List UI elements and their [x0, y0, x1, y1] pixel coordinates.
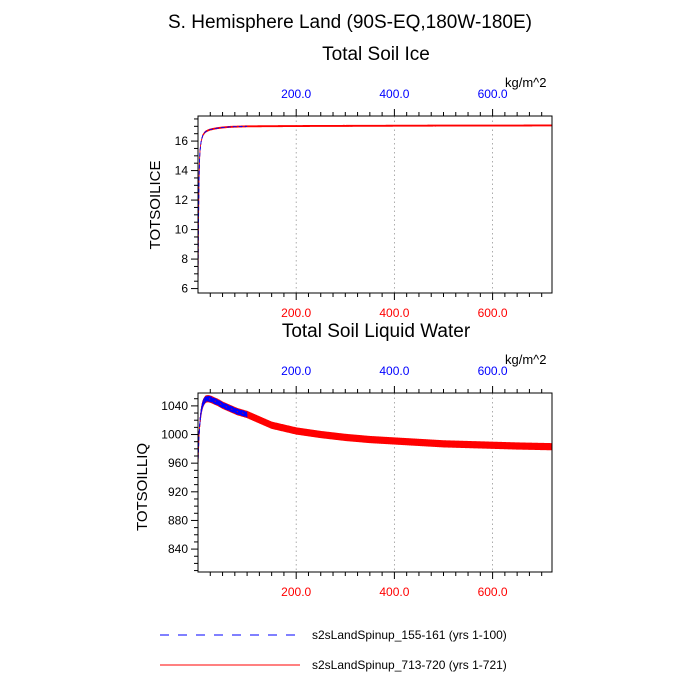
- y-tick-label: 960: [168, 456, 188, 470]
- series-blue-dashed: [198, 125, 248, 289]
- series-blue-dashed: [198, 395, 248, 465]
- x-top-tick-label: 600.0: [478, 87, 508, 101]
- y-tick-label: 1000: [161, 428, 188, 442]
- panel-soil-liquid-title: Total Soil Liquid Water: [282, 321, 471, 342]
- page-title: S. Hemisphere Land (90S-EQ,180W-180E): [168, 12, 532, 33]
- x-top-tick-label: 400.0: [379, 87, 409, 101]
- y-tick-label: 920: [168, 485, 188, 499]
- panel-soil-liquid-ylabel: TOTSOILLIQ: [134, 443, 151, 531]
- panel-soil-ice-units: kg/m^2: [505, 75, 547, 90]
- panel-soil-liquid-plot: 840 880 920 960 1000 1040 200.0 400.0 600.0 200.0…: [161, 364, 553, 599]
- y-tick-label: 14: [175, 164, 189, 178]
- x-bottom-tick-label: 600.0: [478, 585, 508, 599]
- y-tick-label: 10: [175, 223, 189, 237]
- legend-label-0: s2sLandSpinup_155-161 (yrs 1-100): [312, 628, 507, 642]
- x-top-tick-label: 200.0: [281, 87, 311, 101]
- x-bottom-tick-label: 200.0: [281, 306, 311, 320]
- x-top-tick-label: 600.0: [478, 364, 508, 378]
- plot-frame: [197, 392, 553, 573]
- y-tick-label: 16: [175, 134, 189, 148]
- y-tick-label: 6: [181, 282, 188, 296]
- legend: s2sLandSpinup_155-161 (yrs 1-100) s2sLan…: [160, 628, 507, 672]
- plot-frame: [197, 115, 553, 294]
- panel-soil-liquid: Total Soil Liquid Water kg/m^2 TOTSOILLI…: [134, 321, 553, 599]
- panel-soil-ice-title: Total Soil Ice: [322, 44, 430, 65]
- x-bottom-tick-label: 400.0: [379, 585, 409, 599]
- legend-label-1: s2sLandSpinup_713-720 (yrs 1-721): [312, 658, 507, 672]
- panel-soil-ice-plot: 6 8 10 12 14 16 200.0 400.0 600.0 200.0 400.0 600.0: [175, 87, 553, 320]
- panel-soil-liquid-units: kg/m^2: [505, 352, 547, 367]
- panel-soil-ice-ylabel: TOTSOILICE: [147, 161, 164, 250]
- y-tick-label: 840: [168, 542, 188, 556]
- y-tick-label: 12: [175, 193, 189, 207]
- x-bottom-tick-label: 200.0: [281, 585, 311, 599]
- y-tick-label: 1040: [161, 399, 188, 413]
- x-top-tick-label: 400.0: [379, 364, 409, 378]
- y-tick-label: 880: [168, 513, 188, 527]
- series-red-solid: [198, 395, 552, 465]
- series-red-solid: [198, 124, 552, 289]
- panel-soil-ice: Total Soil Ice kg/m^2 TOTSOILICE 6 8 10 12 1…: [147, 44, 553, 320]
- x-bottom-tick-label: 400.0: [379, 306, 409, 320]
- y-tick-label: 8: [181, 252, 188, 266]
- x-top-tick-label: 200.0: [281, 364, 311, 378]
- x-bottom-tick-label: 600.0: [478, 306, 508, 320]
